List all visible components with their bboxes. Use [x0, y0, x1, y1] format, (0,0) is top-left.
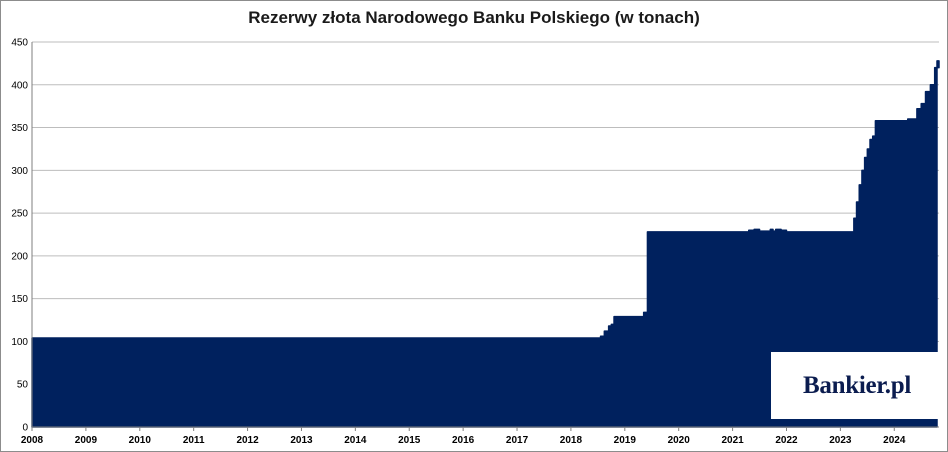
x-tick-label: 2012 [236, 435, 259, 446]
x-tick-label: 2011 [183, 435, 205, 446]
x-tick-label: 2023 [829, 435, 852, 446]
y-tick-label: 350 [11, 123, 28, 134]
y-tick-label: 250 [11, 209, 28, 220]
x-tick-label: 2008 [21, 435, 44, 446]
x-tick-labels: 2008 2009 2010 2011 2012 2013 2014 2015 2016 2017… [21, 435, 906, 446]
y-tick-label: 450 [11, 38, 28, 49]
y-tick-label: 400 [11, 80, 28, 91]
bankier-logo: Bankier.pl [771, 352, 943, 419]
gold-reserves-area [31, 60, 940, 428]
x-tick-label: 2019 [614, 435, 637, 446]
y-tick-label: 150 [11, 294, 28, 305]
x-tick-label: 2010 [129, 435, 152, 446]
series-area [31, 60, 940, 428]
y-tick-label: 100 [11, 337, 28, 348]
x-tick-label: 2014 [344, 435, 367, 446]
y-tick-label: 300 [11, 166, 28, 177]
chart-title: Rezerwy złota Narodowego Banku Polskiego… [248, 8, 700, 27]
y-tick-label: 200 [11, 251, 28, 262]
logo-text: Bankier.pl [803, 371, 911, 399]
x-tick-label: 2022 [775, 435, 798, 446]
x-tick-label: 2013 [290, 435, 313, 446]
x-tick-label: 2018 [560, 435, 583, 446]
x-tick-label: 2021 [721, 435, 744, 446]
x-tick-label: 2009 [75, 435, 98, 446]
y-tick-labels: 0 50 100 150 200 250 300 350 400 450 [11, 38, 28, 434]
x-tick-label: 2016 [452, 435, 475, 446]
x-tick-label: 2017 [506, 435, 529, 446]
x-tick-label: 2020 [668, 435, 691, 446]
y-tick-label: 50 [17, 380, 29, 391]
axes [31, 42, 939, 431]
x-tick-label: 2024 [883, 435, 906, 446]
x-tick-label: 2015 [398, 435, 421, 446]
y-tick-label: 0 [22, 423, 28, 434]
